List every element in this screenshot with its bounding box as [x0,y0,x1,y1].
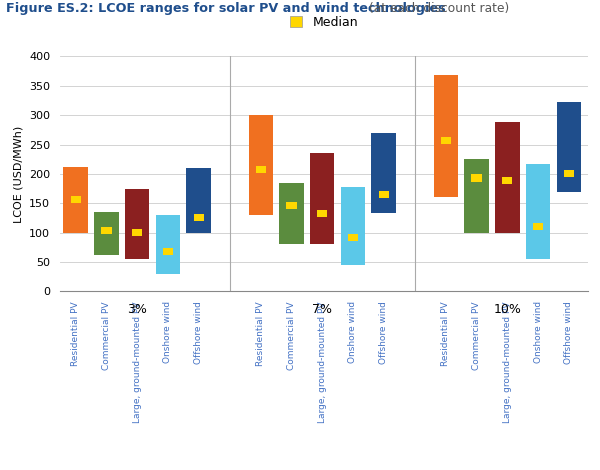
Bar [341,188,365,265]
Bar [371,133,396,213]
Bar [286,202,296,209]
Bar [563,170,574,177]
Bar [379,191,389,198]
Bar [187,168,211,233]
Text: (at each discount rate): (at each discount rate) [369,2,509,16]
Bar [526,164,550,259]
Bar [533,223,543,230]
Bar [125,188,149,259]
Bar [495,122,520,233]
Bar [71,196,81,203]
Bar [317,211,328,217]
Text: 10%: 10% [493,303,521,316]
Text: 7%: 7% [312,303,332,316]
Bar [348,234,358,241]
Bar [132,229,142,236]
Bar [441,137,451,144]
Bar [248,115,273,215]
Bar [64,167,88,233]
Bar [94,212,119,255]
Bar [502,177,512,184]
Bar [163,248,173,255]
Bar [101,227,112,235]
Bar [280,183,304,244]
Text: Figure ES.2: LCOE ranges for solar PV and wind technologies: Figure ES.2: LCOE ranges for solar PV an… [6,2,446,16]
Legend: Median: Median [285,11,363,34]
Bar [434,75,458,197]
Text: 3%: 3% [127,303,147,316]
Bar [472,174,482,181]
Bar [310,153,334,244]
Bar [155,215,180,274]
Bar [194,214,204,221]
Bar [557,102,581,192]
Y-axis label: LCOE (USD/MWh): LCOE (USD/MWh) [14,125,23,222]
Bar [464,159,489,233]
Bar [256,166,266,173]
